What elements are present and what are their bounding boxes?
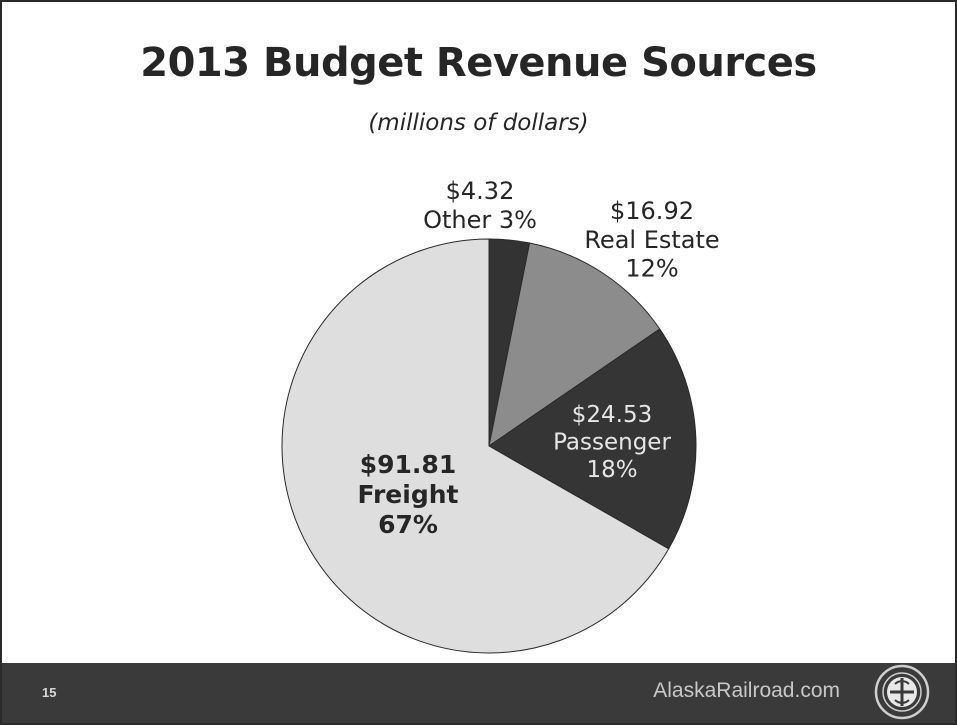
chart-subtitle: (millions of dollars)	[368, 110, 589, 136]
page-number: 15	[42, 685, 57, 700]
slice-label-other: $4.32 Other 3%	[423, 177, 537, 234]
alaska-railroad-seal-icon	[874, 664, 930, 720]
footer-bar: 15 AlaskaRailroad.com	[2, 663, 955, 723]
pie-slice-real-estate	[488, 242, 661, 448]
pie-slice-freight	[281, 238, 670, 654]
slice-label-freight: $91.81 Freight 67%	[358, 450, 459, 539]
slice-label-passenger: $24.53 Passenger 18%	[553, 402, 671, 483]
chart-title: 2013 Budget Revenue Sources	[140, 40, 817, 86]
pie-slice-passenger	[488, 328, 697, 550]
slice-label-real-estate: $16.92 Real Estate 12%	[584, 197, 719, 283]
website-link[interactable]: AlaskaRailroad.com	[653, 679, 840, 702]
pie-chart: $4.32 Other 3% $16.92 Real Estate 12% $24.53 P…	[281, 177, 720, 654]
